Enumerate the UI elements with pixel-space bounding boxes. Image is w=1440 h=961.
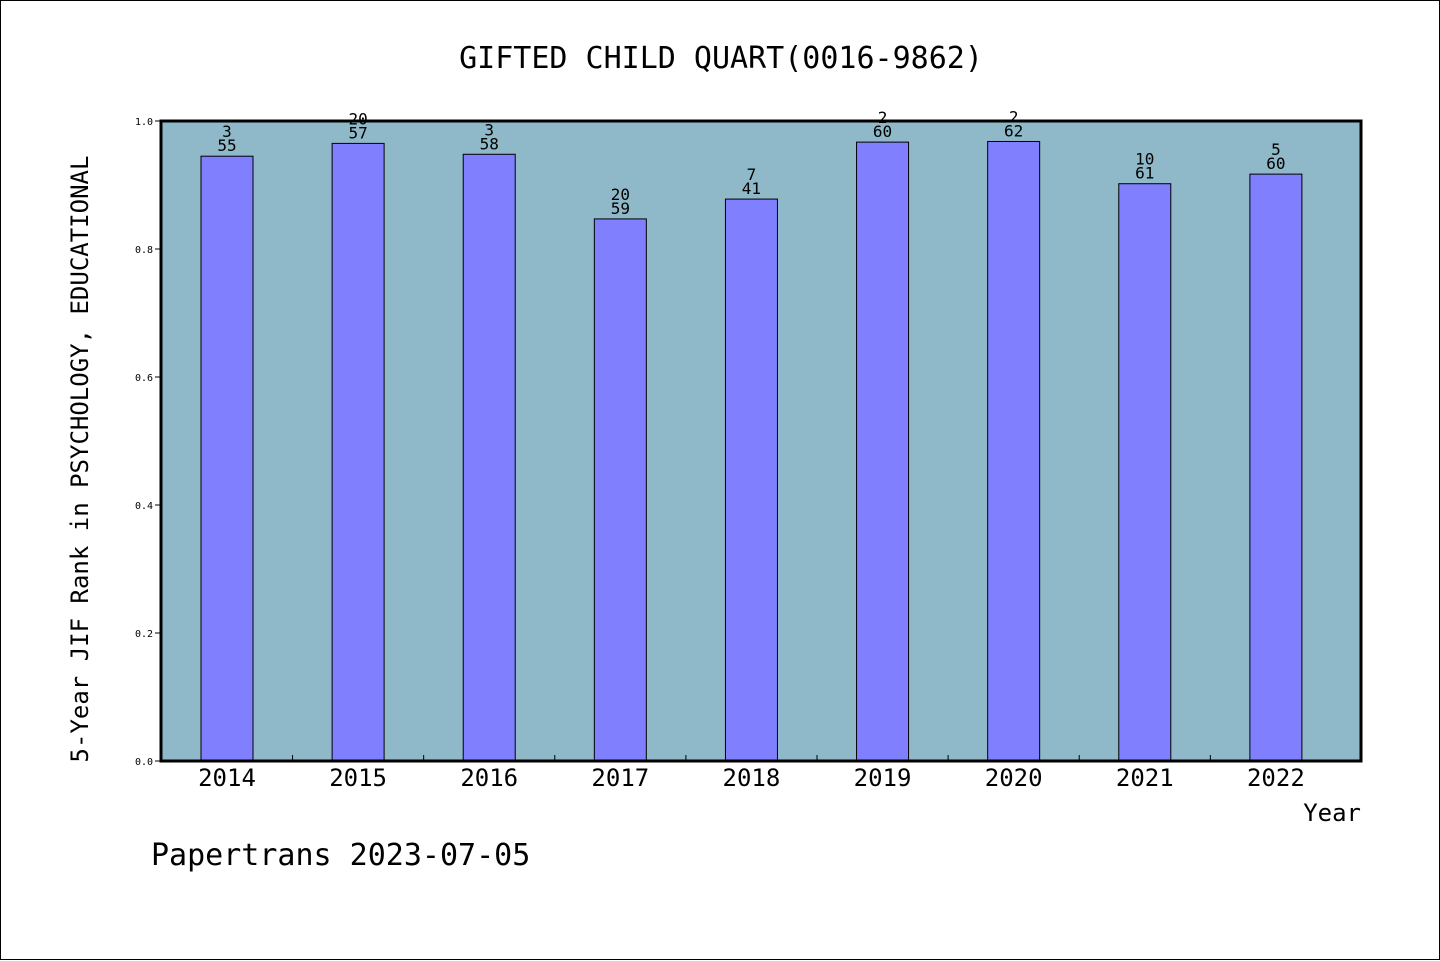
bar-total-label-2021: 61 [1135,164,1154,183]
bar-2021 [1118,183,1172,762]
x-tick-label-2020: 2020 [985,764,1043,792]
bar-rank-label-2014: 3 [222,122,232,141]
bar-2022 [1249,173,1303,762]
bar-2018 [724,198,778,762]
bar-2016 [462,153,516,762]
bar-rank-label-2015: 20 [348,109,367,128]
chart-title: GIFTED CHILD QUART(0016-9862) [459,41,983,76]
bar-2017 [593,218,647,762]
bar-total-label-2014: 55 [217,136,236,155]
bars-layer [200,140,1303,762]
y-axis: 0.0 0.2 0.4 0.6 0.8 1.0 [135,117,161,768]
x-axis: 2014 2015 2016 2017 2018 2019 2020 2021 2022 [198,755,1305,792]
bar-total-label-2018: 41 [742,179,761,198]
bar-rank-label-2018: 7 [747,165,757,184]
x-tick-label-2015: 2015 [329,764,387,792]
bar-total-label-2020: 62 [1004,121,1023,140]
y-tick-label: 0.0 [135,757,153,768]
bar-total-label-2015: 57 [348,123,367,142]
bar-total-label-2017: 59 [611,199,630,218]
y-tick-label: 1.0 [135,117,153,128]
plot-frame [159,119,1363,763]
y-axis-label: 5-Year JIF Rank in PSYCHOLOGY, EDUCATION… [66,156,94,763]
x-tick-label-2014: 2014 [198,764,256,792]
y-tick-label: 0.4 [135,501,153,512]
x-tick-label-2016: 2016 [460,764,518,792]
bar-2020 [987,140,1041,762]
bar-rank-label-2017: 20 [611,185,630,204]
bar-total-label-2016: 58 [480,134,499,153]
bar-2015 [331,142,385,762]
bar-rank-label-2016: 3 [484,120,494,139]
bar-rank-label-2020: 2 [1009,107,1019,126]
x-tick-label-2017: 2017 [591,764,649,792]
bar-total-label-2022: 60 [1266,154,1285,173]
bar-total-label-2019: 60 [873,122,892,141]
bar-2019 [856,141,910,762]
x-tick-label-2021: 2021 [1116,764,1174,792]
bar-rank-label-2021: 10 [1135,150,1154,169]
bar-rank-label-2022: 5 [1271,140,1281,159]
footer-watermark: Papertrans 2023-07-05 [151,838,530,873]
bar-2014 [200,155,254,762]
y-tick-label: 0.6 [135,373,153,384]
bar-rank-label-2019: 2 [878,108,888,127]
x-tick-label-2018: 2018 [723,764,781,792]
x-tick-label-2022: 2022 [1247,764,1305,792]
y-tick-label: 0.2 [135,629,153,640]
x-axis-label: Year [1303,799,1361,827]
y-tick-label: 0.8 [135,245,153,256]
x-tick-label-2019: 2019 [854,764,912,792]
